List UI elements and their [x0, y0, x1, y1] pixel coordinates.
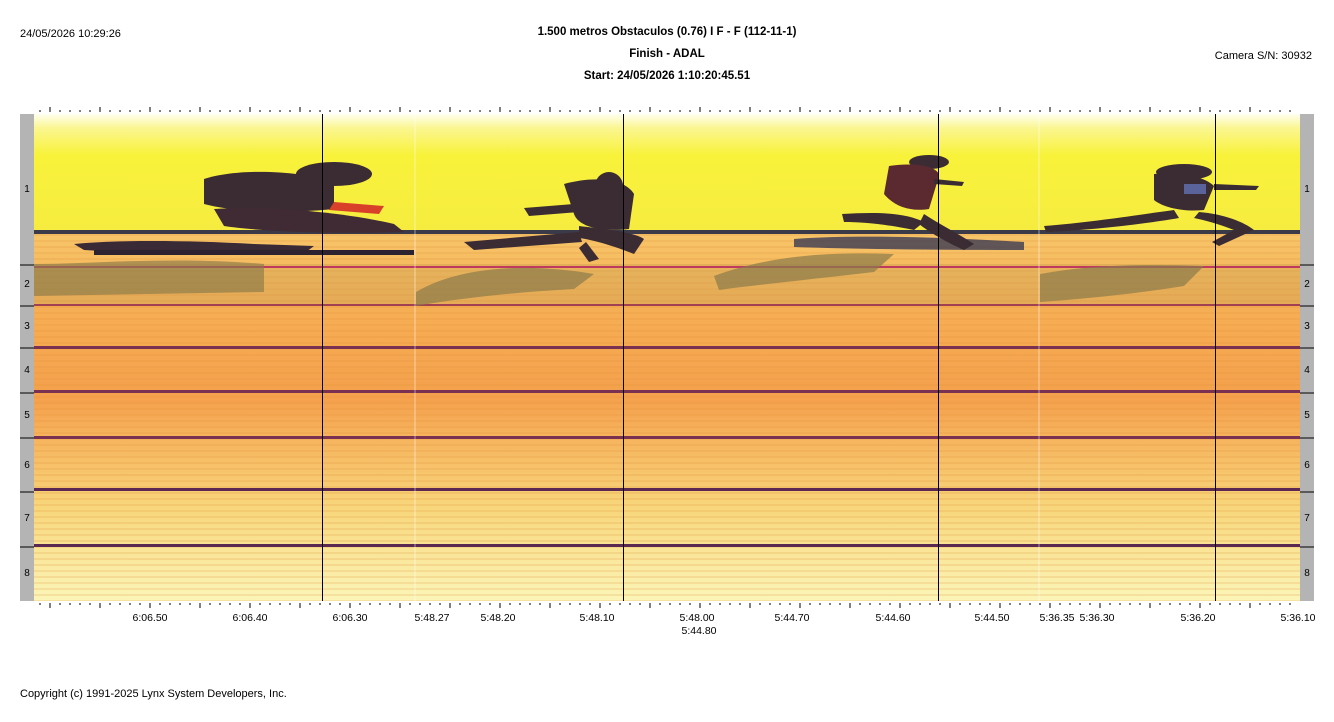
lane-line	[34, 346, 1300, 349]
lane-line	[34, 436, 1300, 439]
photo-finish-image[interactable]	[34, 114, 1300, 601]
lane-number-right: 6	[1304, 460, 1310, 471]
lane-number-left: 5	[24, 410, 30, 421]
lane-number-right: 7	[1304, 513, 1310, 524]
time-cursor-3[interactable]	[938, 114, 939, 601]
lane-number-left: 8	[24, 568, 30, 579]
time-axis-label: 6:06.50	[132, 612, 168, 624]
segment-splice	[414, 114, 416, 601]
lane-number-strip-right	[1300, 114, 1314, 601]
segment-splice	[1038, 114, 1040, 601]
finish-line-name: Finish - ADAL	[629, 48, 705, 60]
lane-number-left: 7	[24, 513, 30, 524]
runner-silhouette-2	[416, 172, 644, 306]
lane-number-right: 1	[1304, 184, 1310, 195]
lane-number-left: 6	[24, 460, 30, 471]
lane-line	[34, 266, 1300, 268]
lane-number-right: 5	[1304, 410, 1310, 421]
lane-number-right: 2	[1304, 279, 1310, 290]
lane-number-right: 4	[1304, 365, 1310, 376]
time-axis-label: 5:36.10	[1280, 612, 1316, 624]
lane-number-right: 8	[1304, 568, 1310, 579]
lane-line	[34, 544, 1300, 547]
time-cursor-2[interactable]	[623, 114, 624, 601]
lane-number-left: 3	[24, 321, 30, 332]
lane-number-left: 2	[24, 279, 30, 290]
lane-number-left: 1	[24, 184, 30, 195]
time-axis-label: 6:06.40	[232, 612, 268, 624]
time-axis-label: 5:36.35	[1039, 612, 1075, 624]
start-time: Start: 24/05/2026 1:10:20:45.51	[583, 70, 751, 82]
lane-number-left: 4	[24, 365, 30, 376]
timestamp: 24/05/2026 10:29:26	[20, 28, 121, 40]
time-axis-label: 5:44.70	[774, 612, 810, 624]
time-axis-label: 5:48.27	[414, 612, 450, 624]
time-axis-label: 5:44.50	[974, 612, 1010, 624]
time-axis-label: 6:06.30	[332, 612, 368, 624]
runner-silhouette-4	[1040, 164, 1259, 302]
lane-line	[34, 304, 1300, 306]
event-title: 1.500 metros Obstaculos (0.76) I F - F (…	[537, 26, 797, 38]
lane-line	[34, 488, 1300, 491]
time-axis-label: 5:44.80	[681, 625, 717, 637]
camera-serial: Camera S/N: 30932	[1214, 50, 1312, 62]
copyright: Copyright (c) 1991-2025 Lynx System Deve…	[20, 688, 287, 700]
time-cursor-4[interactable]	[1215, 114, 1216, 601]
lane-line	[34, 230, 1300, 234]
time-axis-label: 5:48.00	[679, 612, 715, 624]
runner-silhouette-1	[34, 162, 414, 296]
time-cursor-1[interactable]	[322, 114, 323, 601]
time-axis-label: 5:48.20	[480, 612, 516, 624]
lane-number-right: 3	[1304, 321, 1310, 332]
time-axis-label: 5:48.10	[579, 612, 615, 624]
time-axis-label: 5:44.60	[875, 612, 911, 624]
lane-line	[34, 390, 1300, 393]
time-axis-label: 5:36.20	[1180, 612, 1216, 624]
lane-number-strip-left	[20, 114, 34, 601]
time-axis-label: 5:36.30	[1079, 612, 1115, 624]
